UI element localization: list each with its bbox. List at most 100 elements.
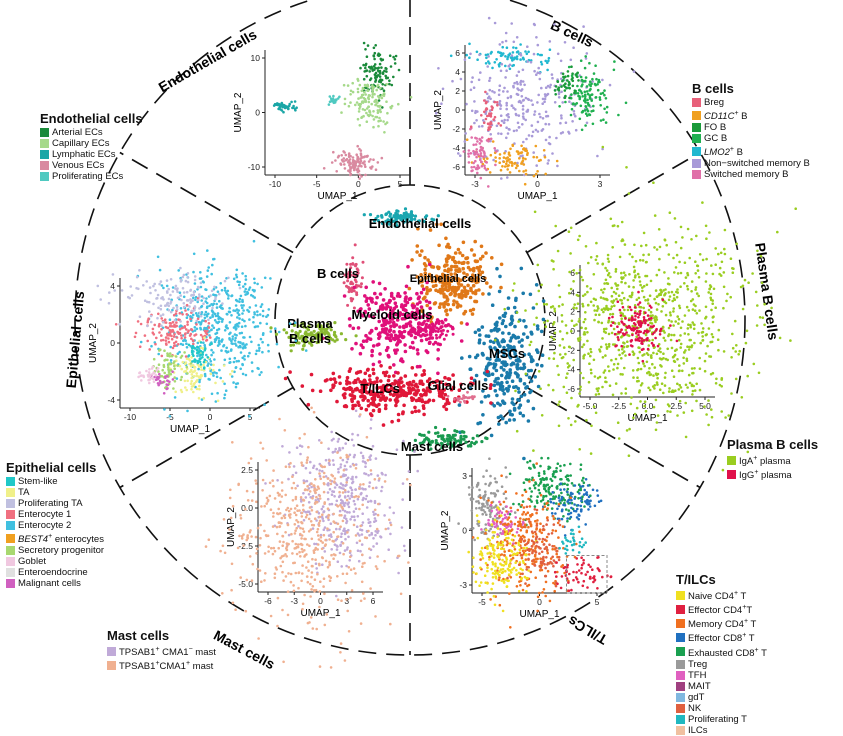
legend-swatch [676, 647, 685, 656]
x-tick-label: 2.5 [670, 401, 682, 411]
legend-label: Effector CD4+T [688, 602, 752, 616]
y-axis-label: UMAP_2 [226, 507, 237, 547]
legend-item: CD11C+ B [692, 108, 810, 122]
legend-item: TPSAB1+ CMA1− mast [107, 644, 216, 658]
legend-item: Effector CD4+T [676, 602, 767, 616]
legend-swatch [676, 671, 685, 680]
legend-label: Stem-like [18, 476, 58, 487]
x-tick-label: 3 [344, 596, 349, 606]
legend-label: gdT [688, 692, 704, 703]
legend-swatch [40, 139, 49, 148]
x-tick-label: -5 [313, 179, 321, 189]
legend-label: Treg [688, 659, 707, 670]
x-tick-label: -3 [290, 596, 298, 606]
tilc-legend-title: T/ILCs [676, 572, 767, 587]
center-label: MSCs [489, 346, 525, 361]
section-label: T/ILCs [565, 613, 610, 648]
y-axis-label: UMAP_2 [233, 92, 244, 132]
legend-label: Exhausted CD8+ T [688, 645, 767, 659]
x-tick-label: -10 [124, 412, 137, 422]
legend-item: Naive CD4+ T [676, 588, 767, 602]
section-label: Epithelial cells [63, 290, 87, 388]
y-tick-label: 2 [455, 86, 460, 96]
legend-swatch [692, 170, 701, 179]
x-axis-label: UMAP_1 [517, 191, 557, 202]
y-tick-label: 4 [455, 67, 460, 77]
epithelial-legend-title: Epithelial cells [6, 460, 104, 475]
legend-swatch [676, 704, 685, 713]
legend-swatch [676, 726, 685, 735]
legend-swatch [727, 456, 736, 465]
legend-item: IgG+ plasma [727, 467, 818, 481]
legend-item: BEST4+ enterocytes [6, 531, 104, 545]
legend-item: Exhausted CD8+ T [676, 645, 767, 659]
center-label: Epithelial cells [410, 273, 486, 285]
divider-line [527, 153, 700, 253]
legend-label: Proliferating ECs [52, 171, 123, 182]
legend-item: Secretory progenitor [6, 545, 104, 556]
legend-item: Capillary ECs [40, 138, 143, 149]
y-tick-label: 3 [462, 471, 467, 481]
center-umap: Endothelial cells B cells Epithelial cells… [269, 207, 545, 460]
legend-label: Enterocyte 2 [18, 520, 71, 531]
legend-swatch [6, 488, 15, 497]
center-label: Endothelial cells [369, 216, 472, 231]
legend-label: NK [688, 703, 701, 714]
legend-swatch [6, 546, 15, 555]
legend-item: Stem-like [6, 476, 104, 487]
legend-label: Non−switched memory B [704, 158, 810, 169]
y-tick-label: -2 [452, 124, 460, 134]
cluster [340, 78, 412, 134]
legend-label: BEST4+ enterocytes [18, 531, 104, 545]
legend-swatch [692, 111, 701, 120]
x-axis-label: UMAP_1 [317, 191, 357, 202]
legend-item: Venous ECs [40, 160, 143, 171]
y-tick-label: -4 [107, 395, 115, 405]
legend-item: Goblet [6, 556, 104, 567]
legend-label: MAIT [688, 681, 711, 692]
section-label: B cells [548, 17, 596, 51]
y-tick-label: 6 [455, 48, 460, 58]
mast-legend-title: Mast cells [107, 628, 216, 643]
legend-swatch [40, 150, 49, 159]
legend-item: Enterocyte 1 [6, 509, 104, 520]
legend-swatch [676, 715, 685, 724]
x-tick-label: 0 [356, 179, 361, 189]
legend-swatch [676, 591, 685, 600]
legend-swatch [692, 134, 701, 143]
x-tick-label: 3 [598, 179, 603, 189]
y-axis-label: UMAP_2 [433, 90, 444, 130]
legend-label: Arterial ECs [52, 127, 103, 138]
y-tick-label: 0.0 [241, 503, 253, 513]
legend-swatch [6, 499, 15, 508]
legend-label: Capillary ECs [52, 138, 110, 149]
legend-label: Breg [704, 97, 724, 108]
center-label: B cells [317, 266, 359, 281]
legend-swatch [107, 661, 116, 670]
cluster [264, 410, 419, 598]
legend-label: Enterocyte 1 [18, 509, 71, 520]
legend-item: GC B [692, 133, 810, 144]
y-tick-label: -6 [567, 384, 575, 394]
y-tick-label: 0 [255, 108, 260, 118]
section-label: Endothelial cells [156, 26, 260, 95]
legend-label: Lymphatic ECs [52, 149, 116, 160]
legend-label: Malignant cells [18, 578, 81, 589]
legend-label: IgA+ plasma [739, 453, 791, 467]
legend-item: MAIT [676, 681, 767, 692]
cluster [328, 95, 341, 106]
legend-item: FO B [692, 122, 810, 133]
legend-item: NK [676, 703, 767, 714]
legend-swatch [692, 98, 701, 107]
legend-swatch [676, 605, 685, 614]
y-tick-label: -3 [459, 580, 467, 590]
